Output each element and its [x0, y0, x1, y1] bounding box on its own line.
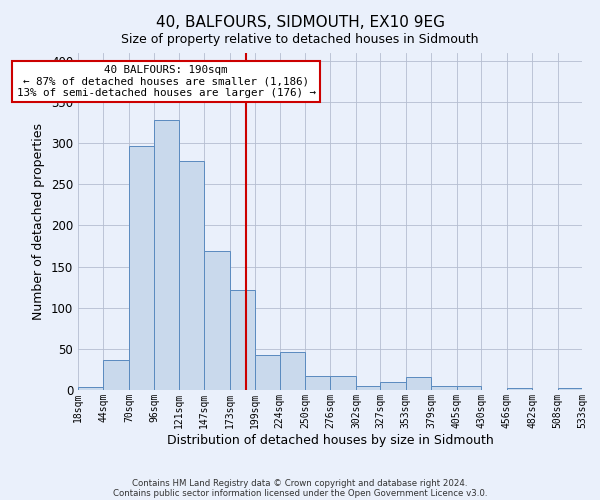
Bar [431, 386, 457, 390]
Bar [506, 388, 532, 390]
Text: 40, BALFOURS, SIDMOUTH, EX10 9EG: 40, BALFOURS, SIDMOUTH, EX10 9EG [155, 15, 445, 30]
Bar [179, 161, 204, 390]
Bar [230, 290, 255, 390]
Bar [154, 120, 179, 390]
Bar [331, 376, 356, 390]
Bar [103, 360, 129, 390]
Bar [557, 388, 582, 390]
Y-axis label: Number of detached properties: Number of detached properties [32, 122, 46, 320]
Text: Contains public sector information licensed under the Open Government Licence v3: Contains public sector information licen… [113, 488, 487, 498]
Bar [356, 386, 380, 390]
Text: Contains HM Land Registry data © Crown copyright and database right 2024.: Contains HM Land Registry data © Crown c… [132, 478, 468, 488]
Text: 40 BALFOURS: 190sqm
← 87% of detached houses are smaller (1,186)
13% of semi-det: 40 BALFOURS: 190sqm ← 87% of detached ho… [17, 65, 316, 98]
X-axis label: Distribution of detached houses by size in Sidmouth: Distribution of detached houses by size … [167, 434, 493, 446]
Bar [78, 386, 103, 390]
Bar [305, 376, 331, 390]
Bar [280, 352, 305, 390]
Bar [255, 356, 280, 390]
Bar [204, 251, 230, 390]
Bar [380, 382, 406, 390]
Bar [406, 377, 431, 390]
Bar [457, 386, 481, 390]
Bar [129, 146, 154, 390]
Text: Size of property relative to detached houses in Sidmouth: Size of property relative to detached ho… [121, 32, 479, 46]
